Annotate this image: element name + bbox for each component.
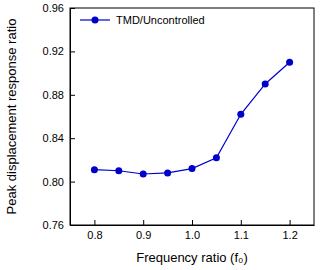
x-tick-label: 1.2 xyxy=(282,229,297,241)
y-axis-line xyxy=(70,9,71,226)
x-axis-title: Frequency ratio (f₀) xyxy=(136,250,248,265)
x-axis: 0.8 0.9 1.0 1.1 1.2 xyxy=(71,220,315,241)
x-tick-mark xyxy=(290,220,291,225)
x-tick-mark xyxy=(192,220,193,225)
x-tick: 0.8 xyxy=(87,220,102,241)
data-point xyxy=(213,154,220,161)
y-axis: 0.76 0.80 0.84 0.88 0.92 0.96 xyxy=(43,2,75,231)
data-point xyxy=(262,80,269,87)
x-tick: 0.9 xyxy=(136,220,151,241)
y-tick-label: 0.88 xyxy=(43,89,64,101)
y-axis-title: Peak displacement response ratio xyxy=(4,19,19,215)
y-tick-mark xyxy=(70,95,75,96)
y-tick-mark xyxy=(70,51,75,52)
series-line xyxy=(94,62,289,174)
data-point xyxy=(164,169,171,176)
x-tick-label: 1.0 xyxy=(185,229,200,241)
y-tick: 0.88 xyxy=(43,89,75,101)
y-tick-label: 0.80 xyxy=(43,176,64,188)
y-tick-label: 0.76 xyxy=(43,219,64,231)
y-tick-mark xyxy=(70,182,75,183)
y-tick-label: 0.96 xyxy=(43,2,64,14)
y-tick: 0.80 xyxy=(43,176,75,188)
x-tick: 1.0 xyxy=(185,220,200,241)
legend-marker xyxy=(92,17,99,24)
y-tick: 0.92 xyxy=(43,45,75,57)
data-point xyxy=(115,167,122,174)
x-tick-label: 0.9 xyxy=(136,229,151,241)
x-tick: 1.1 xyxy=(234,220,249,241)
plot-frame xyxy=(70,8,314,225)
x-tick-label: 1.1 xyxy=(234,229,249,241)
x-tick-mark xyxy=(143,220,144,225)
data-point xyxy=(237,111,244,118)
y-tick-mark xyxy=(70,225,75,226)
y-tick-label: 0.92 xyxy=(43,45,64,57)
y-tick-mark xyxy=(70,8,75,9)
y-tick: 0.84 xyxy=(43,132,75,144)
chart: 0.8 0.9 1.0 1.1 1.2 0.76 0.80 0.84 0.88 0.92 0.96 T… xyxy=(0,0,323,270)
plot-area: 0.8 0.9 1.0 1.1 1.2 0.76 0.80 0.84 0.88 0.92 0.96 T… xyxy=(43,2,315,241)
y-tick-label: 0.84 xyxy=(43,132,64,144)
x-tick-mark xyxy=(94,220,95,225)
x-tick-mark xyxy=(241,220,242,225)
data-point xyxy=(286,59,293,66)
x-tick: 1.2 xyxy=(282,220,297,241)
data-point xyxy=(91,166,98,173)
legend-label: TMD/Uncontrolled xyxy=(116,14,205,26)
data-layer xyxy=(91,59,293,178)
data-point xyxy=(140,171,147,178)
y-tick: 0.96 xyxy=(43,2,75,14)
y-tick: 0.76 xyxy=(43,219,75,231)
legend-item: TMD/Uncontrolled xyxy=(80,14,205,26)
x-axis-line xyxy=(71,225,315,226)
y-tick-mark xyxy=(70,138,75,139)
x-tick-label: 0.8 xyxy=(87,229,102,241)
data-point xyxy=(189,165,196,172)
